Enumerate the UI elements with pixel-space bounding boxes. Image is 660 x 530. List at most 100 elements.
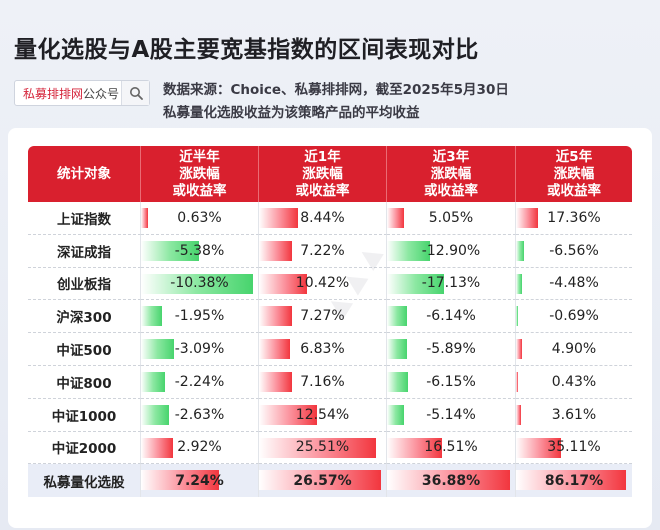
value-text: -12.90% <box>421 242 481 259</box>
positive-bar <box>516 437 561 458</box>
row-name: 中证1000 <box>28 398 141 432</box>
negative-bar <box>141 404 170 425</box>
negative-bar <box>141 371 166 392</box>
positive-bar <box>259 404 317 425</box>
value-text: 0.43% <box>551 373 597 390</box>
table-row: 中证800 -2.24% 7.16% -6.15% 0.43% <box>28 365 632 399</box>
value-cell: -1.95% <box>141 300 259 334</box>
negative-bar <box>516 273 522 294</box>
header-cell-1: 近半年 涨跌幅 或收益率 <box>141 146 259 202</box>
value-cell: 16.51% <box>387 431 516 465</box>
positive-bar <box>387 208 404 228</box>
value-cell: 7.24% <box>141 464 259 498</box>
value-text: 17.36% <box>547 209 601 226</box>
negative-bar <box>141 306 163 327</box>
header-line: 近5年 <box>555 148 593 165</box>
value-text: 3.61% <box>551 406 597 423</box>
value-cell: 10.42% <box>259 267 387 301</box>
value-cell: 4.90% <box>516 333 632 366</box>
value-text: 5.05% <box>428 209 474 226</box>
positive-bar <box>141 470 220 491</box>
value-cell: 12.54% <box>259 398 387 432</box>
value-cell: -10.38% <box>141 267 259 301</box>
positive-bar <box>259 273 307 294</box>
value-text: -2.63% <box>174 406 225 423</box>
header-cell-3: 近3年 涨跌幅 或收益率 <box>387 146 516 202</box>
value-cell: 8.44% <box>259 202 387 235</box>
search-button[interactable] <box>121 81 149 105</box>
table-body: 上证指数 0.63% 8.44% 5.05% 17.36% 深证成指 -5.38% 7.22%… <box>28 202 632 498</box>
value-cell: -5.38% <box>141 234 259 268</box>
positive-bar <box>259 470 381 491</box>
value-cell: 2.92% <box>141 431 259 465</box>
header-line: 或收益率 <box>547 182 601 199</box>
value-cell: -6.56% <box>516 235 632 268</box>
positive-bar <box>387 470 510 491</box>
header-line: 近1年 <box>304 148 341 165</box>
value-text: -4.48% <box>549 275 599 292</box>
positive-bar <box>259 240 293 261</box>
table-row: 沪深300 -1.95% 7.27% -6.14% -0.69% <box>28 300 632 334</box>
value-cell: -2.63% <box>141 398 259 432</box>
value-cell: 6.83% <box>259 333 387 366</box>
value-text: -5.38% <box>174 242 225 259</box>
value-cell: 86.17% <box>516 464 632 498</box>
value-text: 7.27% <box>300 308 345 325</box>
value-text: 2.92% <box>177 439 222 456</box>
value-text: 10.42% <box>295 275 350 292</box>
table-row: 中证500 -3.09% 6.83% -5.89% 4.90% <box>28 333 632 366</box>
positive-bar <box>516 404 521 425</box>
header-cell-2: 近1年 涨跌幅 或收益率 <box>259 146 387 202</box>
negative-bar <box>516 306 518 327</box>
row-name: 中证800 <box>28 365 141 399</box>
value-cell: 7.22% <box>259 234 387 268</box>
header-line: 涨跌幅 <box>430 165 472 182</box>
positive-bar <box>516 339 523 360</box>
value-cell: -4.48% <box>516 268 632 301</box>
value-text: 7.16% <box>300 373 345 390</box>
positive-bar <box>141 208 148 228</box>
row-name: 中证2000 <box>28 431 141 465</box>
header-line: 或收益率 <box>424 182 478 199</box>
positive-bar <box>141 437 173 458</box>
row-name: 深证成指 <box>28 234 141 268</box>
search-box[interactable]: 私募排排网 公众号 <box>14 80 150 106</box>
value-text: -0.69% <box>549 308 599 325</box>
value-text: -6.14% <box>426 308 476 325</box>
value-cell: -5.14% <box>387 398 516 432</box>
comparison-table: 统计对象 近半年 涨跌幅 或收益率 近1年 涨跌幅 或收益率 近3年 涨跌幅 或收益率 近5年涨跌幅… <box>28 146 632 498</box>
negative-bar <box>387 404 405 425</box>
value-cell: 25.51% <box>259 431 387 465</box>
value-cell: 7.16% <box>259 365 387 399</box>
value-text: -5.89% <box>426 341 476 358</box>
value-cell: -2.24% <box>141 365 259 399</box>
value-text: -1.95% <box>174 308 225 325</box>
positive-bar <box>516 208 539 228</box>
value-cell: -6.14% <box>387 300 516 334</box>
source-note: 数据来源：Choice、私募排排网，截至2025年5月30日 <box>163 82 509 98</box>
positive-bar <box>259 306 293 327</box>
value-cell: -5.89% <box>387 333 516 366</box>
value-text: -10.38% <box>170 275 229 292</box>
value-cell: -0.69% <box>516 300 632 334</box>
negative-bar <box>387 306 408 327</box>
value-text: 0.63% <box>177 209 222 226</box>
header-cell-0: 统计对象 <box>28 146 141 202</box>
value-cell: 5.05% <box>387 202 516 235</box>
value-text: -6.15% <box>426 373 476 390</box>
row-name: 中证500 <box>28 333 141 366</box>
positive-bar <box>516 371 518 392</box>
header-line: 或收益率 <box>295 182 350 199</box>
value-text: 6.83% <box>300 341 345 358</box>
row-name: 上证指数 <box>28 202 141 235</box>
value-cell: 0.43% <box>516 366 632 399</box>
positive-bar <box>259 208 298 228</box>
positive-bar <box>259 339 291 360</box>
table-row: 中证1000 -2.63% 12.54% -5.14% 3.61% <box>28 398 632 432</box>
value-cell: -6.15% <box>387 365 516 399</box>
negative-bar <box>141 240 200 261</box>
negative-bar <box>516 240 525 261</box>
table-row: 中证2000 2.92% 25.51% 16.51% 35.11% <box>28 431 632 465</box>
value-text: 86.17% <box>544 472 604 489</box>
value-text: 36.88% <box>421 472 481 489</box>
